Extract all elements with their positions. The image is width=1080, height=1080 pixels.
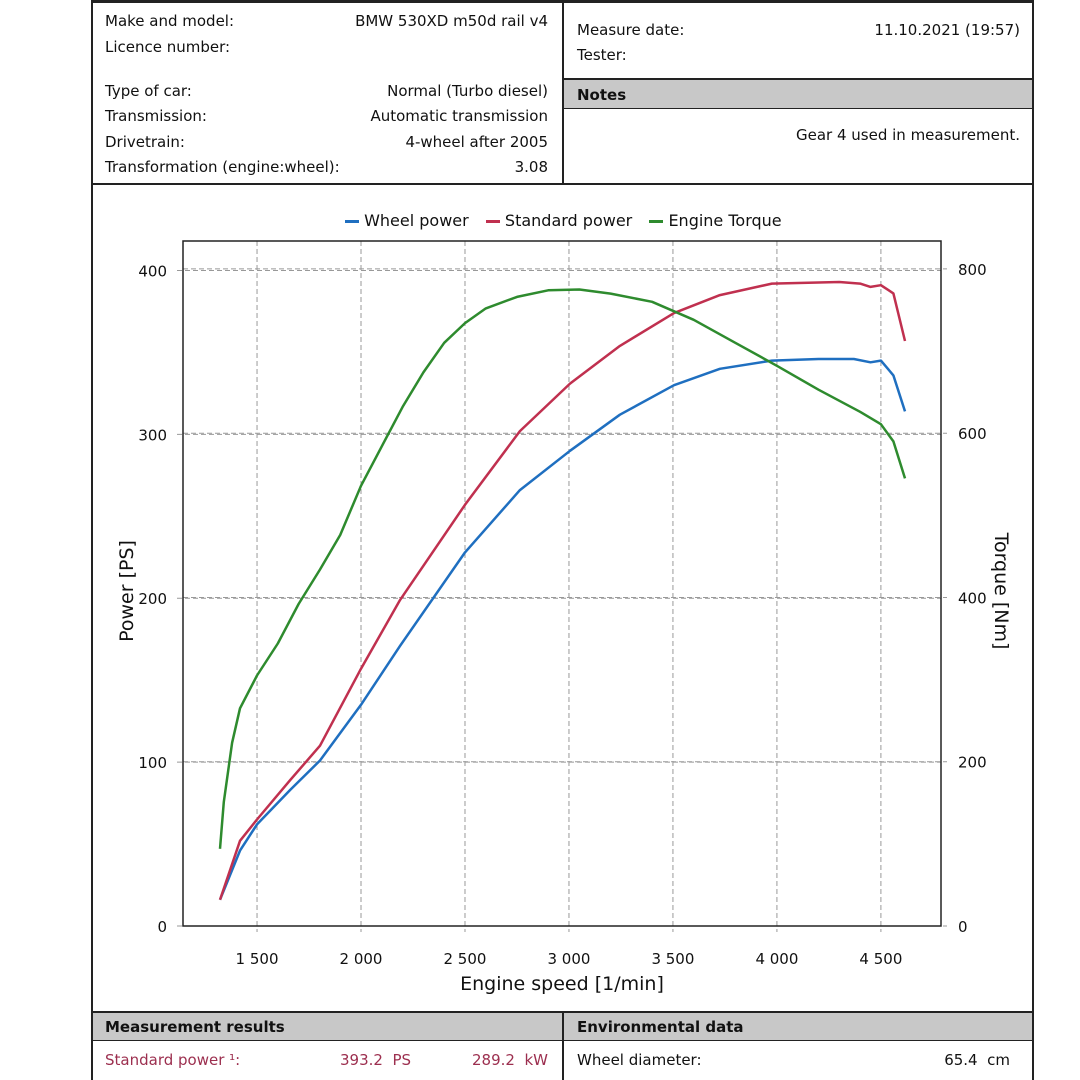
- drivetrain-label: Drivetrain:: [105, 133, 185, 151]
- y2-tick-label: 200: [958, 754, 987, 772]
- tester-label: Tester:: [577, 46, 627, 64]
- type-label: Type of car:: [105, 82, 192, 100]
- y-tick-label: 300: [138, 426, 167, 444]
- legend-label-engine-torque: Engine Torque: [668, 211, 782, 230]
- x-axis-label: Engine speed [1/min]: [460, 973, 664, 995]
- x-tick-label: 3 500: [651, 950, 694, 968]
- y-tick-label: 100: [138, 754, 167, 772]
- y2-tick-label: 800: [958, 261, 987, 279]
- make-value: BMW 530XD m50d rail v4: [355, 12, 548, 30]
- series-line-standard-power: [218, 280, 907, 901]
- x-tick-label: 4 500: [859, 950, 902, 968]
- notes-title: Notes: [577, 86, 627, 104]
- x-tick-label: 2 500: [444, 950, 487, 968]
- y2-tick-label: 600: [958, 425, 987, 443]
- x-tick-label: 1 500: [236, 950, 279, 968]
- legend-label-standard-power: Standard power: [504, 211, 633, 230]
- measure-date-value: 11.10.2021 (19:57): [874, 21, 1020, 39]
- standard-power-ps: 393.2 PS: [340, 1051, 412, 1069]
- plot-area-border: [182, 240, 942, 927]
- type-value: Normal (Turbo diesel): [387, 82, 548, 100]
- series-line-engine-torque: [218, 288, 907, 849]
- legend-swatch-standard-power: [485, 220, 500, 223]
- licence-label: Licence number:: [105, 38, 231, 56]
- y-axis-label: Power [PS]: [116, 540, 138, 642]
- standard-power-label: Standard power ¹:: [105, 1051, 241, 1069]
- standard-power-kw: 289.2 kW: [472, 1051, 548, 1069]
- transformation-value: 3.08: [514, 158, 548, 176]
- y2-tick-label: 0: [958, 918, 968, 936]
- legend: Wheel power Standard power Engine Torque: [345, 211, 782, 230]
- wheel-diameter-label: Wheel diameter:: [577, 1051, 702, 1069]
- x-tick-label: 3 000: [547, 950, 590, 968]
- legend-swatch-engine-torque: [649, 220, 664, 223]
- header-divider: [562, 0, 564, 184]
- transmission-value: Automatic transmission: [370, 107, 548, 125]
- y-tick-label: 0: [157, 918, 167, 936]
- x-tick-label: 2 000: [340, 950, 383, 968]
- measure-date-label: Measure date:: [577, 21, 685, 39]
- drivetrain-value: 4-wheel after 2005: [405, 133, 548, 151]
- notes-header-bg: [564, 80, 1032, 108]
- y2-tick-label: 400: [958, 589, 987, 607]
- header-bottom-line: [91, 183, 1034, 185]
- y-tick-label: 200: [138, 590, 167, 608]
- y-tick-label: 400: [138, 262, 167, 280]
- results-divider: [562, 1011, 564, 1080]
- x-tick-label: 4 000: [755, 950, 798, 968]
- make-label: Make and model:: [105, 12, 235, 30]
- frame-left: [91, 0, 93, 1080]
- notes-text: Gear 4 used in measurement.: [796, 126, 1020, 144]
- series-line-wheel-power: [218, 357, 907, 901]
- frame-right: [1032, 0, 1034, 1080]
- notes-bottom-line: [562, 108, 1034, 109]
- legend-swatch-wheel-power: [345, 220, 359, 223]
- legend-label-wheel-power: Wheel power: [364, 211, 469, 230]
- wheel-diameter-value: 65.4 cm: [944, 1051, 1010, 1069]
- notes-top-line: [562, 78, 1034, 80]
- environment-title: Environmental data: [577, 1018, 744, 1036]
- transformation-label: Transformation (engine:wheel):: [105, 158, 340, 176]
- results-title: Measurement results: [105, 1018, 285, 1036]
- y2-axis-label: Torque [Nm]: [990, 532, 1012, 650]
- transmission-label: Transmission:: [105, 107, 207, 125]
